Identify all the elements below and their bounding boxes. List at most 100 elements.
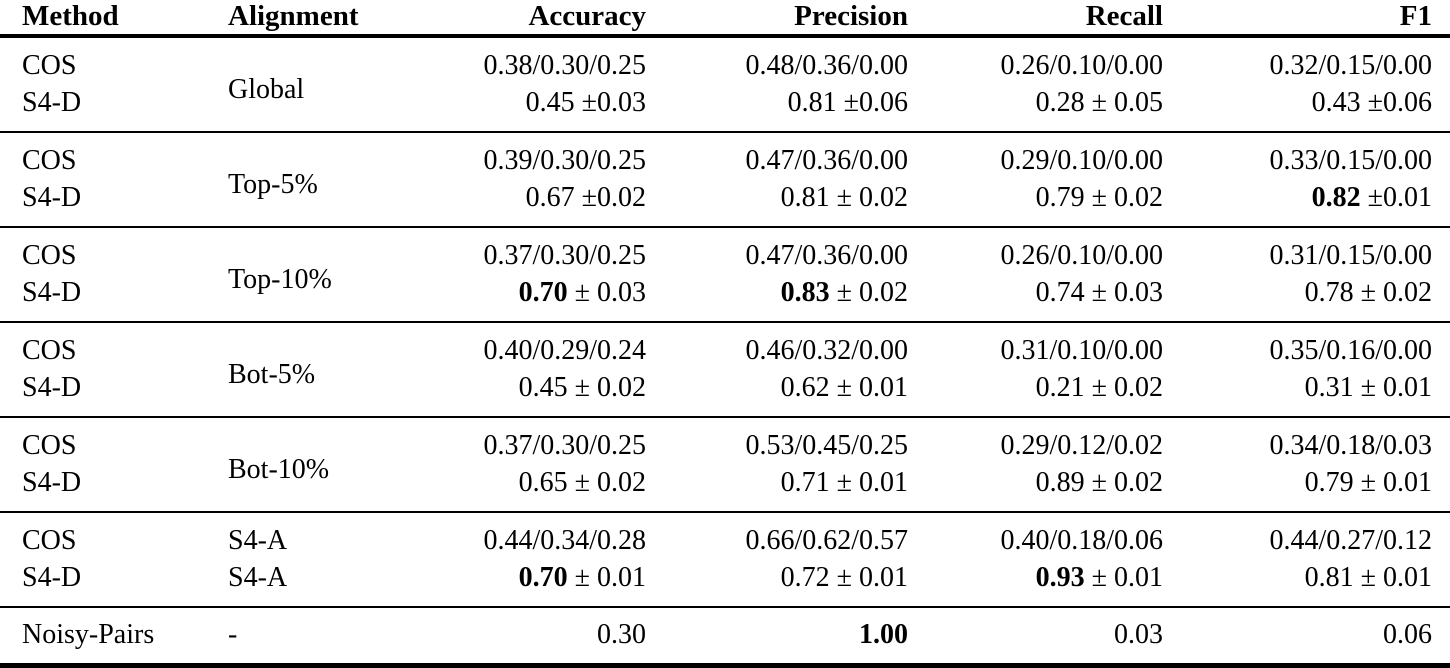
metric-value: 0.67 bbox=[525, 182, 575, 213]
metric-value: 0.31 bbox=[1304, 372, 1354, 403]
precision-cell: 0.53/0.45/0.25 bbox=[646, 416, 908, 464]
method-cell: S4-D bbox=[22, 372, 82, 403]
f1-cell: 0.31/0.15/0.00 bbox=[1163, 226, 1450, 274]
table-body: COS Global 0.38/0.30/0.25 0.48/0.36/0.00… bbox=[0, 36, 1450, 666]
table-row-s4d-bot5: S4-D 0.45 ± 0.02 0.62 ± 0.01 0.21 ± 0.02… bbox=[0, 369, 1450, 417]
table-row-s4d-top10: S4-D 0.70 ± 0.03 0.83 ± 0.02 0.74 ± 0.03… bbox=[0, 274, 1450, 322]
alignment-cell: Top-10% bbox=[205, 226, 421, 322]
alignment-cell: Top-5% bbox=[205, 131, 421, 227]
metric-stddev: ±0.02 bbox=[581, 182, 646, 213]
metric-value: 0.89 bbox=[1035, 467, 1085, 498]
alignment-cell: Global bbox=[228, 73, 305, 105]
metric-value: 0.93 bbox=[1035, 562, 1085, 593]
table-row-cos-top10: COS Top-10% 0.37/0.30/0.25 0.47/0.36/0.0… bbox=[0, 226, 1450, 322]
metric-value: 0.81 bbox=[780, 182, 830, 213]
method-cell: S4-D bbox=[22, 277, 82, 308]
metric-stddev: ± 0.02 bbox=[574, 372, 646, 403]
table-row-cos-top5: COS Top-5% 0.39/0.30/0.25 0.47/0.36/0.00… bbox=[0, 131, 1450, 227]
precision-cell: 0.46/0.32/0.00 bbox=[646, 321, 908, 369]
precision-cell: 0.83 ± 0.02 bbox=[646, 274, 908, 322]
method-cell: COS bbox=[0, 226, 205, 274]
f1-cell: 0.44/0.27/0.12 bbox=[1163, 511, 1450, 559]
metric-stddev: ± 0.01 bbox=[836, 372, 908, 403]
f1-cell: 0.32/0.15/0.00 bbox=[1269, 50, 1432, 81]
metric-stddev: ±0.01 bbox=[1367, 182, 1432, 213]
alignment-cell: S4-A bbox=[205, 511, 421, 559]
metric-value: 0.74 bbox=[1035, 277, 1085, 308]
f1-cell: 0.34/0.18/0.03 bbox=[1163, 416, 1450, 464]
metric-value: 0.03 bbox=[1114, 619, 1163, 650]
recall-cell: 0.79 ± 0.02 bbox=[908, 179, 1163, 227]
recall-cell: 0.89 ± 0.02 bbox=[908, 464, 1163, 512]
accuracy-cell: 0.67 ±0.02 bbox=[421, 179, 646, 227]
f1-cell: 0.81 ± 0.01 bbox=[1163, 559, 1450, 607]
metric-value: 0.81 bbox=[1304, 562, 1354, 593]
recall-cell: 0.93 ± 0.01 bbox=[908, 559, 1163, 607]
f1-cell: 0.78 ± 0.02 bbox=[1163, 274, 1450, 322]
accuracy-cell: 0.40/0.29/0.24 bbox=[421, 321, 646, 369]
accuracy-cell: 0.70 ± 0.01 bbox=[421, 559, 646, 607]
recall-cell: 0.26/0.10/0.00 bbox=[1000, 50, 1163, 81]
f1-cell: 0.06 bbox=[1163, 606, 1450, 666]
method-cell: COS bbox=[22, 50, 77, 81]
accuracy-cell: 0.65 ± 0.02 bbox=[421, 464, 646, 512]
metric-stddev: ± 0.02 bbox=[1091, 467, 1163, 498]
table-row-cos-global: COS Global 0.38/0.30/0.25 0.48/0.36/0.00… bbox=[0, 36, 1450, 105]
method-cell: COS bbox=[0, 511, 205, 559]
method-cell: S4-D bbox=[22, 467, 82, 498]
f1-cell: 0.33/0.15/0.00 bbox=[1163, 131, 1450, 179]
precision-cell: 0.48/0.36/0.00 bbox=[745, 50, 908, 81]
metric-stddev: ± 0.01 bbox=[1360, 372, 1432, 403]
precision-cell: 0.47/0.36/0.00 bbox=[646, 226, 908, 274]
metric-value: 0.78 bbox=[1304, 277, 1354, 308]
precision-cell: 0.71 ± 0.01 bbox=[646, 464, 908, 512]
metric-stddev: ± 0.03 bbox=[574, 277, 646, 308]
f1-cell: 0.82 ±0.01 bbox=[1163, 179, 1450, 227]
metric-value: 0.82 bbox=[1311, 182, 1361, 213]
accuracy-cell: 0.39/0.30/0.25 bbox=[421, 131, 646, 179]
recall-cell: 0.29/0.10/0.00 bbox=[908, 131, 1163, 179]
alignment-cell: S4-A bbox=[228, 562, 288, 593]
metric-stddev: ±0.06 bbox=[1367, 87, 1432, 118]
precision-cell: 0.62 ± 0.01 bbox=[646, 369, 908, 417]
column-header-alignment: Alignment bbox=[205, 0, 421, 38]
method-cell: COS bbox=[0, 321, 205, 369]
metric-value: 0.45 bbox=[525, 87, 575, 118]
method-cell: COS bbox=[0, 131, 205, 179]
metric-value: 0.30 bbox=[597, 619, 646, 650]
column-header-precision: Precision bbox=[646, 0, 908, 38]
metric-value: 0.21 bbox=[1035, 372, 1085, 403]
metric-stddev: ± 0.03 bbox=[1091, 277, 1163, 308]
precision-cell: 0.81 ±0.06 bbox=[646, 84, 908, 132]
metric-stddev: ± 0.02 bbox=[1091, 182, 1163, 213]
recall-cell: 0.29/0.12/0.02 bbox=[908, 416, 1163, 464]
metric-stddev: ±0.06 bbox=[843, 87, 908, 118]
metric-value: 1.00 bbox=[859, 619, 908, 650]
precision-cell: 0.47/0.36/0.00 bbox=[646, 131, 908, 179]
table-row-s4d-s4a: S4-D S4-A 0.70 ± 0.01 0.72 ± 0.01 0.93 ±… bbox=[0, 559, 1450, 607]
metric-value: 0.79 bbox=[1035, 182, 1085, 213]
column-header-f1: F1 bbox=[1163, 0, 1450, 38]
column-header-method: Method bbox=[0, 0, 205, 38]
metric-stddev: ± 0.02 bbox=[836, 277, 908, 308]
metric-stddev: ± 0.02 bbox=[574, 467, 646, 498]
metric-value: 0.72 bbox=[780, 562, 830, 593]
recall-cell: 0.74 ± 0.03 bbox=[908, 274, 1163, 322]
accuracy-cell: 0.37/0.30/0.25 bbox=[421, 416, 646, 464]
alignment-cell: Bot-10% bbox=[205, 416, 421, 512]
method-cell: Noisy-Pairs bbox=[0, 606, 205, 666]
metric-stddev: ± 0.02 bbox=[1360, 277, 1432, 308]
table-row-cos-bot10: COS Bot-10% 0.37/0.30/0.25 0.53/0.45/0.2… bbox=[0, 416, 1450, 512]
recall-cell: 0.28 ± 0.05 bbox=[908, 84, 1163, 132]
f1-cell: 0.79 ± 0.01 bbox=[1163, 464, 1450, 512]
metric-stddev: ± 0.01 bbox=[836, 467, 908, 498]
metric-stddev: ± 0.02 bbox=[1091, 372, 1163, 403]
header-row: Method Alignment Accuracy Precision Reca… bbox=[0, 0, 1450, 38]
method-cell: S4-D bbox=[22, 87, 82, 118]
metric-stddev: ± 0.01 bbox=[574, 562, 646, 593]
f1-cell: 0.43 ±0.06 bbox=[1163, 84, 1450, 132]
metric-stddev: ± 0.01 bbox=[1091, 562, 1163, 593]
table-row-cos-s4a: COS S4-A 0.44/0.34/0.28 0.66/0.62/0.57 0… bbox=[0, 511, 1450, 559]
f1-cell: 0.31 ± 0.01 bbox=[1163, 369, 1450, 417]
